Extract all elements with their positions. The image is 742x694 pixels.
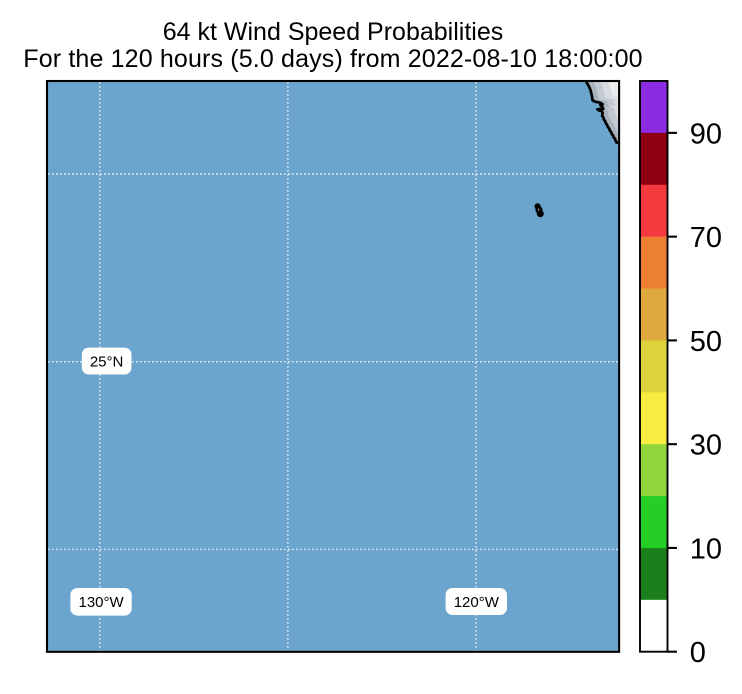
svg-text:130°W: 130°W xyxy=(79,594,125,611)
svg-text:0: 0 xyxy=(690,637,706,669)
svg-text:25°N: 25°N xyxy=(90,353,124,370)
svg-text:10: 10 xyxy=(690,533,722,565)
svg-text:70: 70 xyxy=(690,222,722,254)
svg-text:120°W: 120°W xyxy=(454,594,500,611)
svg-text:64 kt Wind Speed Probabilities: 64 kt Wind Speed Probabilities xyxy=(163,18,503,46)
svg-text:For the 120 hours (5.0 days) f: For the 120 hours (5.0 days) from 2022-0… xyxy=(23,45,642,73)
svg-text:90: 90 xyxy=(690,118,722,150)
svg-text:30: 30 xyxy=(690,430,722,462)
svg-text:50: 50 xyxy=(690,326,722,358)
